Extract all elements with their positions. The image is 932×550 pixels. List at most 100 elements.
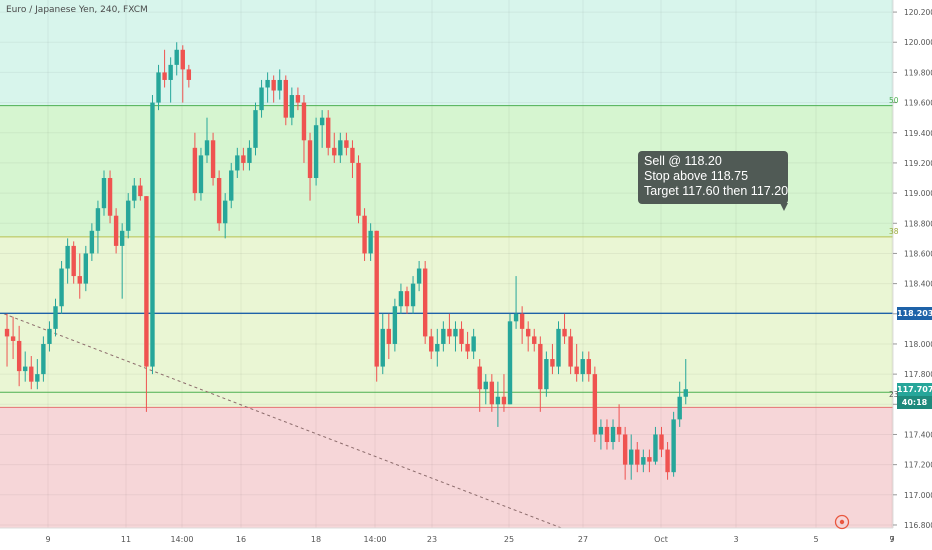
candle-body	[168, 64, 173, 80]
candle-body	[604, 426, 610, 443]
note-line-target: Target 117.60 then 117.20	[644, 184, 789, 198]
candle-body	[132, 185, 137, 201]
y-tick-label: 117.200	[904, 461, 932, 470]
candle-body	[23, 366, 28, 372]
y-tick-label: 116.800	[904, 521, 932, 530]
candle-body	[259, 87, 264, 111]
candle-body	[647, 457, 652, 462]
candle-body	[65, 245, 70, 269]
x-tick-label: 14:00	[363, 535, 386, 544]
y-tick-label: 118.600	[904, 249, 932, 258]
candle-body	[83, 253, 89, 284]
candle-body	[592, 374, 598, 435]
candle-body	[241, 155, 246, 163]
candle-body	[574, 366, 579, 375]
candle-body	[198, 155, 204, 194]
candle-body	[513, 313, 519, 322]
x-tick-label: 3	[733, 535, 738, 544]
candle-body	[629, 449, 634, 465]
y-tick-label: 118.000	[904, 340, 932, 349]
candle-body	[538, 343, 543, 390]
candle-body	[283, 79, 288, 118]
x-tick-label: 25	[504, 535, 514, 544]
candle-body	[550, 359, 555, 367]
horizontal-line-price-tag: 118.203	[897, 306, 932, 320]
candle-body	[144, 196, 149, 367]
candle-body	[598, 426, 604, 435]
candle-body	[350, 147, 355, 163]
candle-body	[519, 313, 525, 329]
x-tick-label: 14:00	[170, 535, 193, 544]
x-tick-label: 9	[889, 535, 894, 544]
zone-top	[0, 0, 893, 106]
note-pointer	[780, 203, 788, 211]
candle-body	[422, 268, 428, 337]
trade-note[interactable]: Sell @ 118.20 Stop above 118.75 Target 1…	[638, 151, 788, 204]
candle-body	[683, 389, 688, 397]
candle-body	[641, 457, 646, 465]
candle-body	[495, 396, 501, 405]
y-tick-label: 117.400	[904, 430, 932, 439]
candle-body	[404, 291, 410, 307]
candle-body	[556, 328, 561, 367]
y-tick-label: 120.200	[904, 8, 932, 17]
candle-body	[356, 162, 361, 216]
candle-body	[635, 449, 640, 465]
candle-body	[95, 208, 101, 231]
chart-title: Euro / Japanese Yen, 240, FXCM	[6, 5, 148, 15]
candle-body	[501, 396, 507, 405]
candle-body	[277, 79, 282, 91]
x-tick-label: 11	[121, 535, 131, 544]
candle-body	[544, 359, 549, 390]
candle-body	[483, 381, 488, 390]
x-tick-label: 5	[813, 535, 818, 544]
candle-body	[532, 336, 537, 344]
y-tick-label: 119.000	[904, 189, 932, 198]
candle-body	[398, 291, 404, 307]
candle-body	[338, 140, 343, 156]
candle-body	[332, 147, 337, 156]
candle-body	[471, 336, 476, 352]
y-tick-label: 120.000	[904, 38, 932, 47]
fib-level-50-label: 50	[889, 95, 899, 105]
candle-body	[368, 230, 373, 254]
candle-body	[580, 359, 585, 375]
candle-body	[435, 343, 440, 352]
candle-body	[10, 336, 16, 341]
candle-body	[47, 328, 52, 344]
candle-body	[659, 434, 664, 450]
candle-body	[616, 426, 622, 435]
candle-body	[610, 426, 616, 443]
candle-body	[53, 306, 58, 329]
candle-body	[216, 178, 222, 224]
y-tick-label: 117.000	[904, 491, 932, 500]
candle-body	[271, 79, 276, 91]
candle-body	[107, 178, 113, 216]
candle-body	[465, 343, 470, 352]
candle-body	[210, 140, 216, 179]
candle-body	[653, 434, 658, 462]
candle-body	[319, 117, 325, 126]
zone-low	[0, 236, 893, 408]
x-tick-label: 23	[427, 535, 437, 544]
candle-body	[374, 230, 379, 367]
bar-countdown-tag: 40:18	[897, 395, 932, 409]
candle-body	[113, 215, 119, 246]
fib-level-23-label: 23	[889, 390, 899, 400]
x-tick-label: 16	[236, 535, 246, 544]
candle-body	[192, 147, 198, 194]
y-tick-label: 117.800	[904, 370, 932, 379]
candle-body	[29, 366, 34, 382]
candle-body	[301, 102, 307, 141]
candle-body	[568, 336, 573, 367]
y-tick-label: 119.800	[904, 68, 932, 77]
candle-body	[677, 396, 682, 420]
candle-body	[295, 95, 301, 103]
y-axis-bg	[894, 0, 932, 528]
candle-body	[59, 268, 64, 307]
candle-body	[410, 283, 416, 307]
y-tick-label: 119.200	[904, 159, 932, 168]
candle-body	[459, 328, 464, 344]
candle-body	[162, 72, 167, 80]
